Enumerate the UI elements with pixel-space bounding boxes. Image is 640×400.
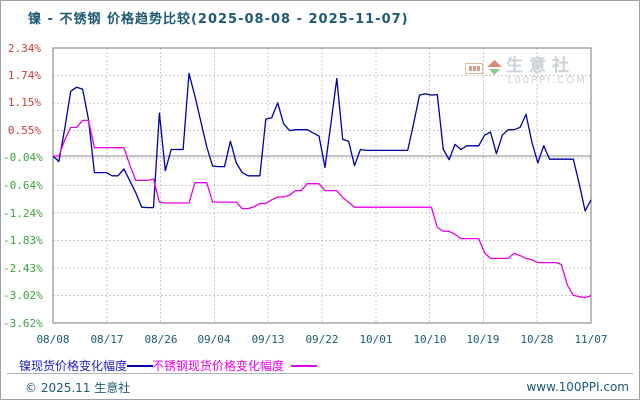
x-tick-label: 10/10 [413, 333, 447, 346]
y-tick-label: 1.74% [7, 69, 41, 82]
x-tick-label: 10/19 [466, 333, 500, 346]
watermark-brand: 生意社 [506, 56, 575, 76]
x-tick-label: 08/17 [90, 333, 124, 346]
legend-label-stainless: 不锈钢现货价格变化幅度 [152, 359, 285, 373]
y-tick-label: -1.24% [3, 207, 43, 220]
y-tick-label: -2.43% [3, 262, 43, 275]
x-tick-label: 08/26 [144, 333, 178, 346]
y-tick-label: -0.04% [3, 151, 43, 164]
legend-line-sample-stainless [291, 365, 317, 367]
legend-line-sample-nickel [127, 365, 153, 367]
watermark-site: 100PPI.COM [506, 75, 587, 86]
y-tick-label: 0.55% [7, 124, 41, 137]
footer-copyright: © 2025.11 生意社 [25, 381, 131, 395]
y-tick-label: -3.62% [3, 317, 43, 330]
x-tick-label: 09/13 [251, 333, 285, 346]
x-tick-label: 09/22 [305, 333, 339, 346]
y-tick-label: 1.15% [7, 96, 41, 109]
footer-divider [7, 373, 633, 374]
x-tick-label: 10/01 [359, 333, 393, 346]
watermark: 生意社 100PPI.COM [465, 58, 587, 86]
sunsirs-diamond-icon [487, 60, 502, 75]
y-tick-label: -3.02% [3, 289, 43, 302]
x-tick-label: 09/04 [197, 333, 231, 346]
legend-label-nickel: 镍现货价格变化幅度 [19, 359, 128, 373]
y-tick-label: -0.64% [3, 179, 43, 192]
footer-url[interactable]: www.100PPI.com [526, 380, 629, 394]
sunsirs-badge-icon [465, 63, 483, 74]
x-tick-label: 11/07 [574, 333, 608, 346]
x-tick-label: 10/28 [520, 333, 554, 346]
y-tick-label: -1.83% [3, 234, 43, 247]
chart-title: 镍 - 不锈钢 价格趋势比较(2025-08-08 - 2025-11-07) [28, 12, 409, 27]
y-tick-label: 2.34% [7, 42, 41, 55]
x-tick-label: 08/08 [36, 333, 70, 346]
